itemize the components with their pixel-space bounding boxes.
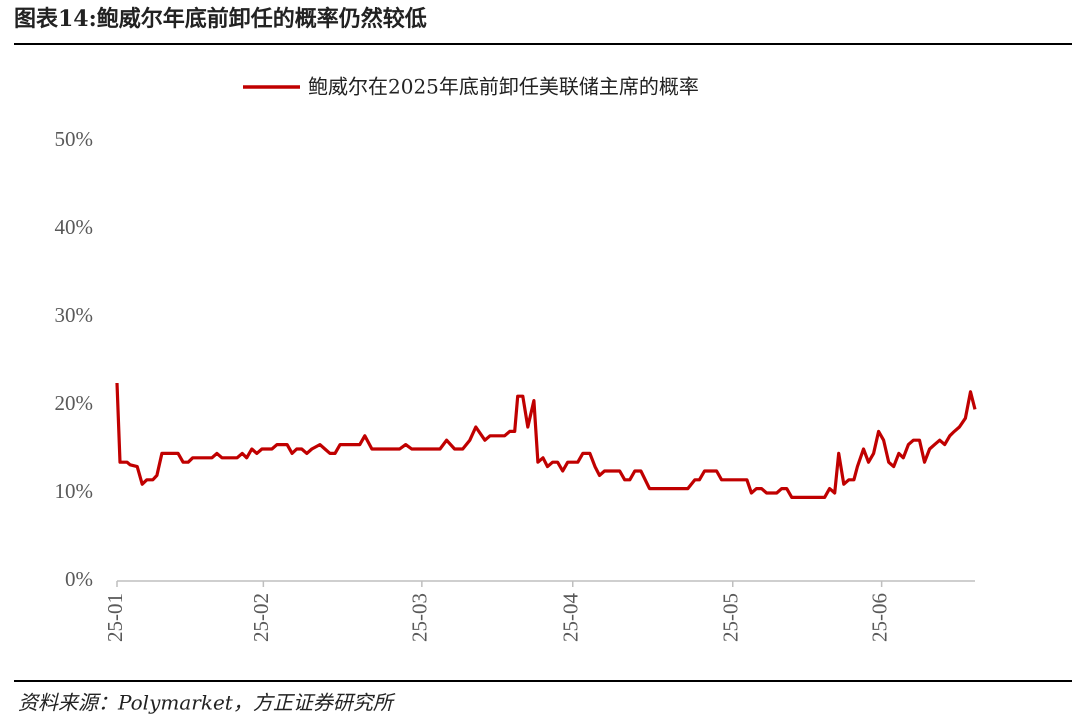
source-note: 资料来源：Polymarket，方正证券研究所 bbox=[18, 691, 396, 715]
y-tick-label: 20% bbox=[55, 391, 94, 415]
x-tick-label: 25-06 bbox=[867, 593, 891, 642]
x-tick-label: 25-01 bbox=[103, 593, 127, 642]
y-tick-label: 40% bbox=[55, 215, 94, 239]
x-tick-label: 25-03 bbox=[408, 593, 432, 642]
x-tick-label: 25-04 bbox=[559, 593, 583, 642]
y-tick-label: 10% bbox=[55, 479, 94, 503]
legend-label: 鲍威尔在2025年底前卸任美联储主席的概率 bbox=[308, 75, 699, 99]
x-tick-label: 25-02 bbox=[249, 593, 273, 642]
data-line bbox=[115, 382, 977, 499]
y-tick-label: 50% bbox=[55, 127, 94, 151]
y-tick-label: 0% bbox=[65, 567, 93, 591]
page-title: 图表14:鲍威尔年底前卸任的概率仍然较低 bbox=[14, 6, 427, 32]
y-tick-label: 30% bbox=[55, 303, 94, 327]
x-tick-label: 25-05 bbox=[719, 593, 743, 642]
